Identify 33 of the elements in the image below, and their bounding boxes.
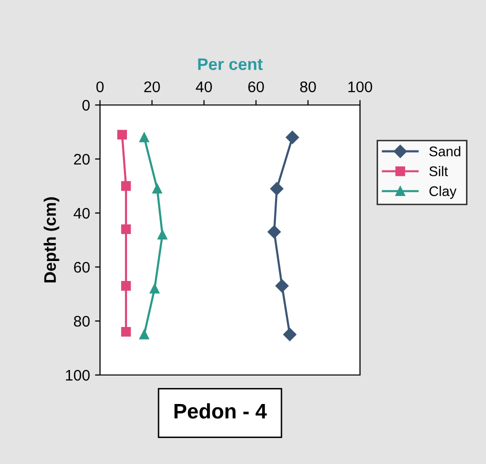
point: [268, 225, 281, 238]
y-tick-label: 100: [66, 370, 90, 381]
x-tick-label: 0: [96, 81, 104, 92]
x-tick-label: 20: [144, 81, 160, 92]
x-tick-label: 80: [300, 81, 316, 92]
point: [121, 326, 131, 337]
point: [286, 130, 299, 144]
y-axis-title: Depth (cm): [44, 197, 60, 282]
x-tick-label: 60: [248, 81, 264, 92]
y-tick-label: 20: [74, 154, 90, 165]
point: [283, 328, 296, 342]
point: [139, 132, 150, 142]
point: [275, 279, 289, 292]
point: [152, 184, 162, 194]
x-axis-title: Per cent: [198, 58, 263, 70]
y-tick-label: 40: [74, 208, 90, 219]
point: [158, 230, 168, 240]
point: [117, 130, 127, 140]
point: [121, 281, 131, 291]
point: [150, 284, 160, 294]
point: [270, 182, 284, 196]
x-tick-label: 100: [348, 81, 372, 92]
legend-label: Sand: [429, 146, 460, 156]
point: [121, 224, 131, 234]
legend-label: Silt: [429, 166, 448, 176]
legend-label: Clay: [429, 186, 456, 199]
y-tick-label: 60: [74, 262, 90, 273]
point: [121, 181, 131, 191]
x-tick-label: 40: [196, 81, 212, 92]
point: [139, 330, 150, 340]
y-tick-label: 80: [74, 316, 90, 327]
y-tick-label: 0: [82, 100, 90, 111]
text: Pedon - 4: [174, 403, 267, 419]
